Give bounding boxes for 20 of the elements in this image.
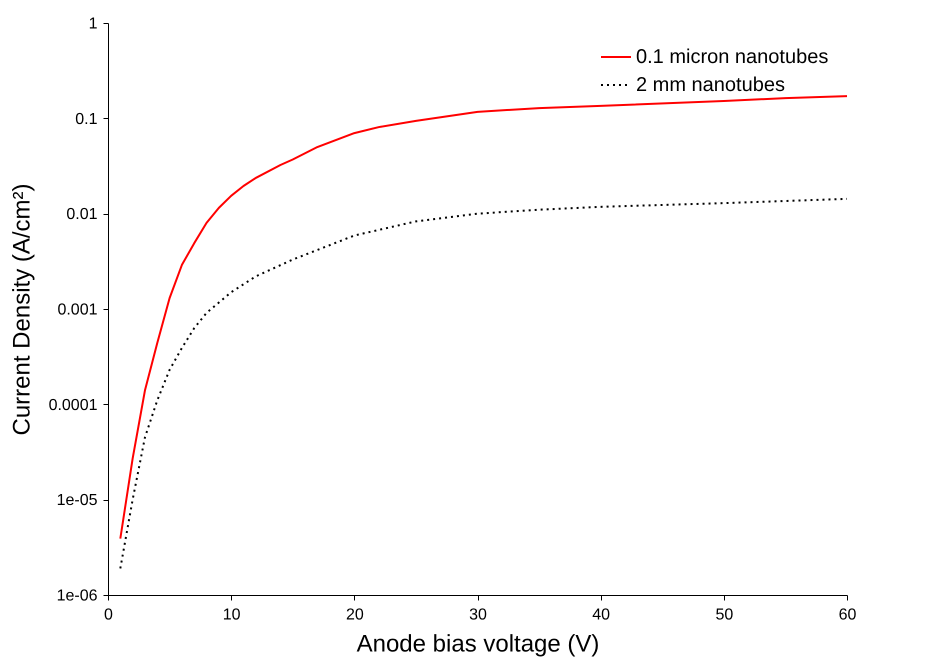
y-tick-label: 1e-06 bbox=[56, 588, 98, 604]
y-tick-label: 1e-05 bbox=[56, 492, 98, 510]
y-tick-label: 0.001 bbox=[57, 302, 98, 318]
x-tick-label: 40 bbox=[592, 606, 610, 624]
line-series bbox=[119, 198, 848, 570]
y-tick-label: 1 bbox=[88, 16, 98, 32]
x-tick-label: 10 bbox=[222, 606, 241, 624]
x-tick-label: 0 bbox=[104, 606, 114, 624]
x-tick-label: 20 bbox=[346, 606, 364, 624]
x-tick-label: 50 bbox=[715, 606, 734, 624]
x-axis-title: Anode bias voltage (V) bbox=[356, 630, 600, 658]
legend-label: 2 mm nanotubes bbox=[636, 74, 785, 96]
y-tick-label: 0.01 bbox=[66, 206, 98, 224]
y-tick-label: 0.1 bbox=[75, 110, 98, 128]
x-tick-label: 30 bbox=[469, 606, 487, 624]
y-tick-label: 0.0001 bbox=[48, 396, 98, 414]
y-axis-title: Current Density (A/cm²) bbox=[8, 183, 36, 436]
line-series bbox=[119, 95, 848, 540]
legend-label: 0.1 micron nanotubes bbox=[636, 46, 828, 68]
x-tick-label: 60 bbox=[838, 606, 856, 624]
